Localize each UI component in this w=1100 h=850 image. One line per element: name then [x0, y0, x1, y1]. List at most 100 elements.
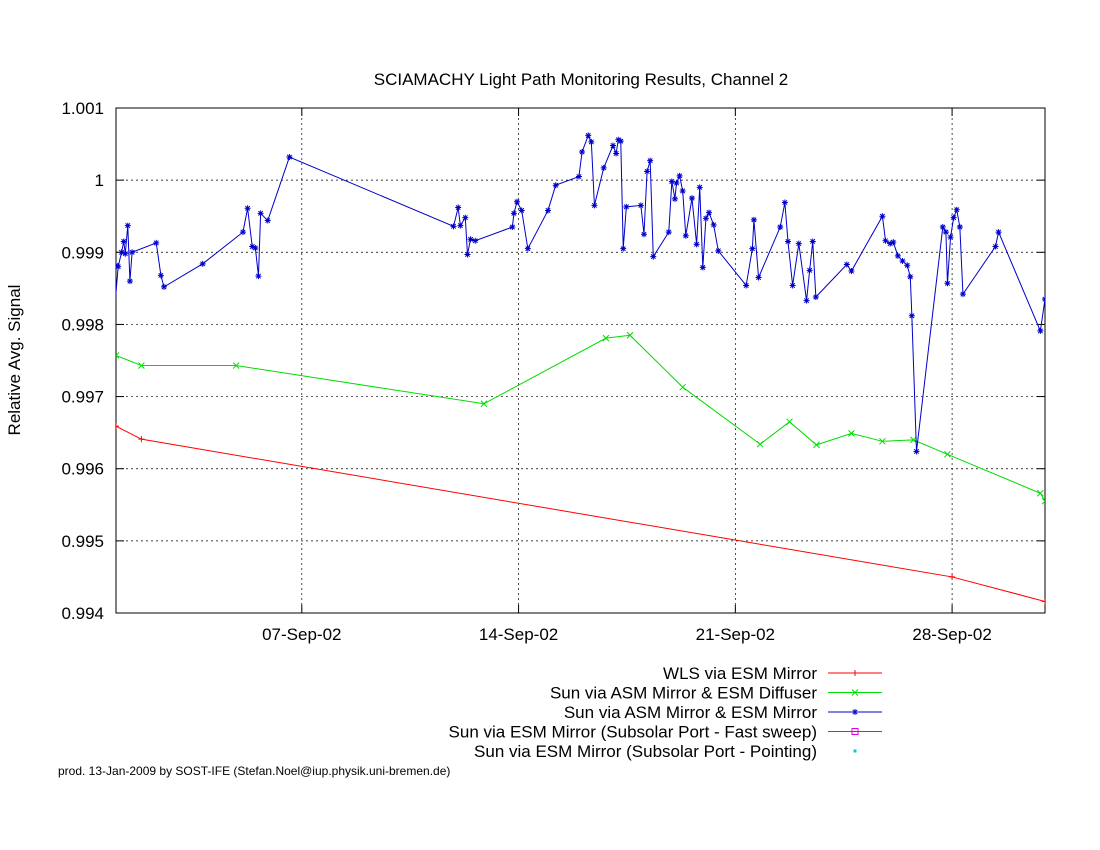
series-point	[908, 312, 915, 319]
series-point	[904, 262, 911, 269]
series-point	[1037, 327, 1044, 334]
chart-title: SCIAMACHY Light Path Monitoring Results,…	[374, 70, 789, 89]
series-point	[450, 223, 457, 230]
series-point	[129, 249, 136, 256]
series-point	[693, 241, 700, 248]
series-point	[600, 164, 607, 171]
series-point	[244, 205, 251, 212]
series-point	[803, 297, 810, 304]
y-tick-label: 0.999	[61, 243, 104, 262]
series-point	[956, 224, 963, 231]
series-point	[552, 182, 559, 189]
series-point	[706, 209, 713, 216]
series-point	[899, 257, 906, 264]
series-point	[650, 253, 657, 260]
series-point	[1036, 489, 1044, 497]
series-point	[665, 229, 672, 236]
series-point	[944, 450, 951, 458]
series-point	[749, 245, 756, 252]
series-point	[509, 224, 516, 231]
y-axis-label: Relative Avg. Signal	[5, 285, 24, 436]
series-point	[647, 157, 654, 164]
series-point	[992, 243, 999, 250]
series-point	[755, 274, 762, 281]
series-point	[510, 210, 517, 217]
series-1	[116, 331, 1045, 505]
series-0	[116, 423, 1045, 605]
series-point	[514, 198, 521, 205]
y-tick-label: 0.998	[61, 315, 104, 334]
series-point	[157, 272, 164, 279]
grid-layer	[116, 108, 1045, 613]
x-tick-label: 14-Sep-02	[479, 625, 558, 644]
series-point	[199, 260, 206, 267]
series-point	[913, 448, 920, 455]
series-point	[894, 252, 901, 259]
series-point	[887, 240, 894, 247]
x-tick-label: 21-Sep-02	[696, 625, 775, 644]
series-point	[781, 199, 788, 206]
legend-marker	[853, 749, 857, 753]
series-point	[457, 222, 464, 229]
series-point	[101, 280, 107, 286]
series-point	[620, 245, 627, 252]
series-point	[255, 273, 262, 280]
series-point	[579, 149, 586, 156]
series-point	[118, 249, 125, 256]
series-point	[462, 214, 469, 221]
series-point	[232, 362, 240, 369]
legend-label: Sun via ESM Mirror (Subsolar Port - Poin…	[474, 742, 817, 761]
legend-label: Sun via ASM Mirror & ESM Diffuser	[550, 684, 817, 703]
series-point	[617, 138, 624, 145]
series-point	[696, 184, 703, 191]
series-point	[116, 263, 122, 270]
series-point	[472, 237, 479, 244]
series-point	[777, 224, 784, 231]
series-point	[126, 278, 133, 285]
series-point	[116, 352, 120, 359]
series-point	[882, 237, 889, 244]
series-point	[124, 222, 131, 229]
series-point	[110, 326, 116, 332]
series-line	[116, 425, 1045, 602]
series-point	[942, 229, 949, 236]
series-point	[784, 238, 791, 245]
series-point	[120, 238, 127, 245]
legend-label: WLS via ESM Mirror	[663, 664, 817, 683]
series-point	[1042, 598, 1045, 605]
series-point	[286, 154, 293, 161]
series-point	[786, 418, 793, 426]
series-point	[848, 268, 855, 275]
series-point	[615, 136, 622, 143]
legend-marker	[851, 689, 859, 696]
series-point	[122, 250, 129, 257]
series-point	[602, 334, 610, 342]
series-point	[591, 202, 598, 209]
series-point	[750, 216, 757, 223]
series-point	[848, 430, 855, 437]
y-tick-label: 0.997	[61, 388, 104, 407]
series-point	[1042, 296, 1045, 303]
series-point	[575, 173, 582, 180]
plot-frame	[115, 107, 1046, 614]
series-point	[138, 436, 145, 443]
series-point	[939, 224, 946, 231]
series-point	[809, 238, 816, 245]
series-point	[910, 436, 917, 444]
series-point	[610, 142, 617, 149]
series-point	[959, 291, 966, 298]
series-point	[613, 150, 620, 157]
series-point	[676, 172, 683, 179]
series-line	[116, 334, 1045, 502]
series-point	[671, 195, 678, 202]
credit-note: prod. 13-Jan-2009 by SOST-IFE (Stefan.No…	[58, 764, 451, 778]
series-point	[668, 178, 675, 185]
series-point	[813, 441, 820, 449]
series-point	[879, 213, 886, 220]
legend-label: Sun via ESM Mirror (Subsolar Port - Fast…	[449, 723, 817, 742]
y-tick-label: 1.001	[61, 99, 104, 118]
legend-label: Sun via ASM Mirror & ESM Mirror	[564, 703, 817, 722]
y-tick-label: 0.995	[61, 532, 104, 551]
series-point	[710, 221, 717, 228]
